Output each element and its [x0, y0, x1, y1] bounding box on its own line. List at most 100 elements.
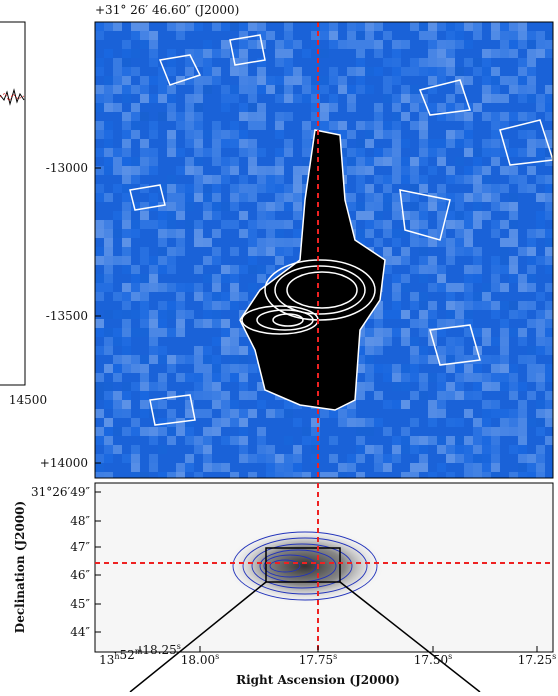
noise-pixel — [446, 292, 455, 301]
noise-pixel — [113, 445, 122, 454]
noise-pixel — [410, 373, 419, 382]
noise-pixel — [527, 139, 536, 148]
noise-pixel — [248, 166, 257, 175]
noise-pixel — [473, 436, 482, 445]
noise-pixel — [194, 409, 203, 418]
noise-pixel — [464, 211, 473, 220]
noise-pixel — [419, 391, 428, 400]
noise-pixel — [365, 130, 374, 139]
noise-pixel — [149, 328, 158, 337]
noise-pixel — [374, 121, 383, 130]
noise-pixel — [239, 193, 248, 202]
noise-pixel — [230, 328, 239, 337]
noise-pixel — [266, 265, 275, 274]
noise-pixel — [473, 58, 482, 67]
noise-pixel — [347, 31, 356, 40]
noise-pixel — [176, 373, 185, 382]
noise-pixel — [419, 292, 428, 301]
noise-pixel — [347, 166, 356, 175]
noise-pixel — [149, 454, 158, 463]
noise-pixel — [284, 238, 293, 247]
noise-pixel — [212, 418, 221, 427]
noise-pixel — [203, 364, 212, 373]
noise-pixel — [518, 463, 527, 472]
noise-pixel — [374, 175, 383, 184]
noise-pixel — [275, 463, 284, 472]
noise-pixel — [383, 184, 392, 193]
noise-pixel — [230, 409, 239, 418]
noise-pixel — [230, 265, 239, 274]
noise-pixel — [464, 301, 473, 310]
noise-pixel — [536, 175, 545, 184]
noise-pixel — [482, 445, 491, 454]
noise-pixel — [482, 211, 491, 220]
tick-text: 17.50 — [414, 653, 448, 667]
noise-pixel — [374, 346, 383, 355]
noise-pixel — [437, 409, 446, 418]
noise-pixel — [167, 175, 176, 184]
noise-pixel — [419, 130, 428, 139]
noise-pixel — [203, 436, 212, 445]
noise-pixel — [248, 247, 257, 256]
noise-pixel — [374, 454, 383, 463]
noise-pixel — [212, 175, 221, 184]
noise-pixel — [104, 166, 113, 175]
noise-pixel — [194, 373, 203, 382]
noise-pixel — [320, 22, 329, 31]
noise-pixel — [194, 94, 203, 103]
noise-pixel — [185, 427, 194, 436]
noise-pixel — [185, 22, 194, 31]
noise-pixel — [455, 238, 464, 247]
noise-pixel — [221, 391, 230, 400]
noise-pixel — [122, 175, 131, 184]
noise-pixel — [131, 274, 140, 283]
noise-pixel — [392, 256, 401, 265]
noise-pixel — [437, 265, 446, 274]
noise-pixel — [455, 283, 464, 292]
noise-pixel — [203, 238, 212, 247]
noise-pixel — [356, 427, 365, 436]
noise-pixel — [104, 391, 113, 400]
noise-pixel — [149, 283, 158, 292]
noise-pixel — [410, 463, 419, 472]
noise-pixel — [257, 247, 266, 256]
noise-pixel — [464, 364, 473, 373]
noise-pixel — [284, 193, 293, 202]
noise-pixel — [122, 76, 131, 85]
noise-pixel — [401, 283, 410, 292]
noise-pixel — [167, 193, 176, 202]
noise-pixel — [356, 85, 365, 94]
noise-pixel — [374, 310, 383, 319]
noise-pixel — [509, 382, 518, 391]
noise-pixel — [167, 355, 176, 364]
noise-pixel — [284, 409, 293, 418]
noise-pixel — [527, 148, 536, 157]
noise-pixel — [275, 166, 284, 175]
noise-pixel — [194, 220, 203, 229]
noise-pixel — [356, 76, 365, 85]
noise-pixel — [518, 409, 527, 418]
noise-pixel — [131, 220, 140, 229]
noise-pixel — [446, 310, 455, 319]
noise-pixel — [275, 238, 284, 247]
noise-pixel — [392, 202, 401, 211]
noise-pixel — [383, 157, 392, 166]
noise-pixel — [518, 454, 527, 463]
noise-pixel — [500, 40, 509, 49]
noise-pixel — [374, 220, 383, 229]
noise-pixel — [212, 247, 221, 256]
noise-pixel — [203, 130, 212, 139]
noise-pixel — [401, 445, 410, 454]
noise-pixel — [383, 427, 392, 436]
noise-pixel — [437, 49, 446, 58]
noise-pixel — [509, 310, 518, 319]
noise-pixel — [284, 454, 293, 463]
noise-pixel — [500, 202, 509, 211]
noise-pixel — [527, 463, 536, 472]
noise-pixel — [194, 139, 203, 148]
noise-pixel — [302, 85, 311, 94]
noise-pixel — [158, 301, 167, 310]
noise-pixel — [419, 256, 428, 265]
noise-pixel — [419, 220, 428, 229]
noise-pixel — [527, 40, 536, 49]
